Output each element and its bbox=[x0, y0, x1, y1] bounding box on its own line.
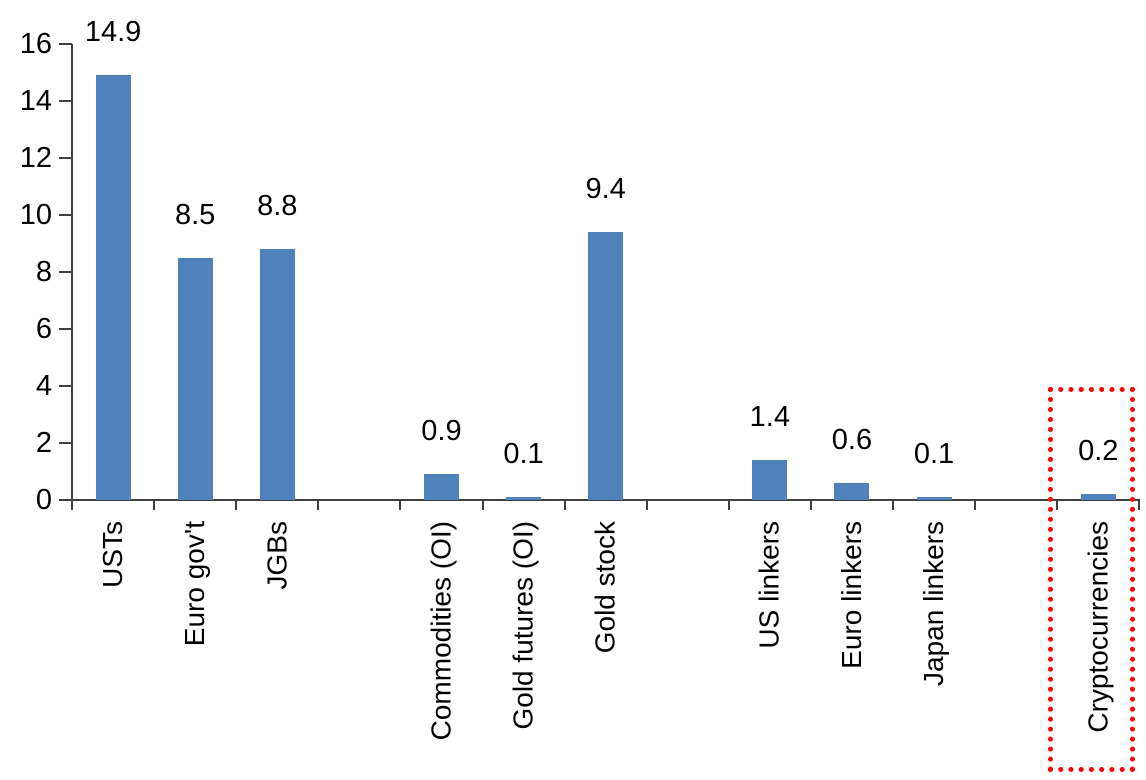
bar-value-label: 8.8 bbox=[257, 190, 298, 223]
x-tick bbox=[71, 500, 73, 510]
y-tick-label: 2 bbox=[35, 427, 52, 459]
x-tick bbox=[1056, 500, 1059, 510]
bar-value-label: 1.4 bbox=[749, 401, 790, 434]
bar bbox=[834, 482, 870, 500]
category-label: Japan linkers bbox=[918, 521, 950, 686]
bar-value-label: 0.6 bbox=[831, 423, 873, 456]
category-label: Euro gov't bbox=[179, 521, 211, 647]
x-tick bbox=[563, 500, 566, 510]
x-tick bbox=[481, 500, 484, 510]
y-tick-label: 12 bbox=[19, 142, 52, 174]
y-tick bbox=[59, 328, 72, 330]
bar bbox=[1080, 494, 1116, 500]
x-tick bbox=[645, 500, 648, 510]
y-tick bbox=[59, 271, 72, 273]
bar-value-label: 0.9 bbox=[421, 415, 462, 448]
y-tick bbox=[59, 43, 72, 45]
y-tick-label: 0 bbox=[35, 484, 52, 516]
bar-value-label: 14.9 bbox=[84, 16, 142, 49]
x-tick bbox=[1138, 500, 1141, 510]
x-tick bbox=[317, 500, 320, 510]
category-label: JGBs bbox=[261, 521, 293, 590]
bar-value-label: 0.1 bbox=[503, 438, 544, 471]
y-tick bbox=[59, 499, 72, 501]
y-axis-line bbox=[71, 44, 73, 502]
y-tick-label: 16 bbox=[19, 28, 52, 60]
y-tick-label: 14 bbox=[19, 85, 52, 117]
category-label: Euro linkers bbox=[835, 521, 867, 669]
y-tick-label: 10 bbox=[19, 199, 52, 231]
x-tick bbox=[892, 500, 894, 510]
bar-value-label: 9.4 bbox=[585, 173, 626, 206]
y-tick-label: 6 bbox=[35, 313, 52, 345]
bar-value-label: 8.5 bbox=[174, 198, 216, 231]
y-tick-label: 8 bbox=[35, 256, 52, 288]
y-tick bbox=[59, 157, 72, 159]
bar bbox=[752, 460, 788, 500]
x-tick bbox=[235, 500, 238, 510]
category-label: Commodities (OI) bbox=[425, 521, 457, 741]
y-tick bbox=[59, 385, 72, 387]
bar bbox=[588, 232, 624, 500]
y-tick bbox=[59, 442, 72, 444]
x-tick bbox=[153, 500, 156, 510]
category-label: Gold stock bbox=[589, 521, 621, 654]
category-label: USTs bbox=[97, 521, 129, 588]
bar-value-label: 0.1 bbox=[913, 438, 955, 471]
highlight-box bbox=[1048, 387, 1136, 772]
bar bbox=[423, 474, 459, 500]
y-tick bbox=[59, 214, 72, 216]
y-tick-label: 4 bbox=[35, 370, 52, 402]
y-tick bbox=[59, 100, 72, 102]
category-label: US linkers bbox=[753, 521, 785, 649]
bar bbox=[95, 75, 131, 500]
category-label: Gold futures (OI) bbox=[507, 521, 539, 730]
bar-value-label: 0.2 bbox=[1078, 435, 1119, 468]
x-tick bbox=[727, 500, 730, 510]
bar bbox=[259, 249, 295, 500]
x-axis-line bbox=[71, 499, 1140, 501]
bar bbox=[916, 497, 952, 500]
x-tick bbox=[809, 500, 812, 510]
bar bbox=[177, 257, 213, 500]
x-tick bbox=[399, 500, 402, 510]
bar bbox=[506, 497, 542, 500]
x-tick bbox=[974, 500, 977, 510]
